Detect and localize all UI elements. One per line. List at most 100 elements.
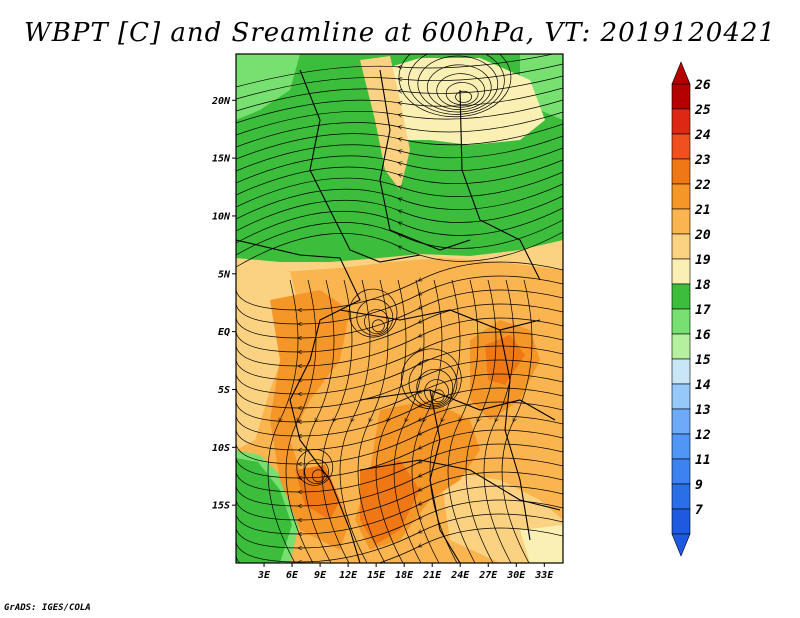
colorbar-label: 12	[695, 428, 711, 443]
field-lightgreen-ne	[520, 54, 563, 120]
streamline	[356, 298, 394, 336]
x-tick-label: 27E	[478, 570, 498, 581]
y-tick-label: EQ	[218, 327, 230, 338]
colorbar-label: 21	[694, 203, 711, 218]
grads-credit: GrADS: IGES/COLA	[4, 603, 91, 613]
colorbar-segment	[671, 333, 691, 360]
x-tick-label: 33E	[534, 570, 554, 581]
x-tick-label: 9E	[314, 570, 327, 581]
streamline	[416, 368, 454, 406]
x-tick-label: 24E	[450, 570, 470, 581]
streamlines	[236, 54, 563, 563]
streamline	[236, 87, 563, 124]
colorbar-segment	[671, 133, 691, 160]
colorbar-segment	[671, 183, 691, 210]
streamline	[236, 195, 563, 232]
streamline	[408, 54, 505, 115]
colorbar-label: 25	[694, 103, 711, 118]
streamline	[236, 147, 563, 184]
streamline	[304, 459, 329, 484]
y-tick-label: 15N	[212, 154, 231, 165]
streamline	[398, 54, 512, 118]
streamline	[364, 309, 389, 334]
x-tick-label: 12E	[339, 570, 358, 581]
colorbar-label: 11	[695, 453, 711, 468]
field-lightyellow-se	[520, 525, 563, 563]
y-tick-label: 5S	[218, 385, 230, 396]
field-yellow-north-pocket	[380, 58, 545, 145]
country-border-6	[359, 459, 561, 511]
streamline	[371, 319, 385, 333]
streamline	[236, 99, 563, 136]
colorbar-segment	[671, 358, 691, 385]
streamline	[411, 279, 443, 563]
colorbar-label: 24	[694, 128, 711, 143]
colorbar-segment	[671, 408, 691, 435]
streamline	[393, 279, 425, 563]
streamline	[445, 82, 479, 106]
colorbar-segment	[671, 483, 691, 510]
x-tick-label: 6E	[286, 570, 299, 581]
colorbar: 26 25 24 23 22 21 20 19 18 17 16 15 14 13 12 11 9 7	[671, 61, 711, 557]
streamline	[236, 219, 563, 256]
streamline	[236, 123, 563, 160]
streamline	[236, 75, 563, 112]
x-tick-label: 18E	[395, 570, 414, 581]
x-tick-label: 21E	[422, 570, 442, 581]
chart-title: WBPT [C] and Sreamline at 600hPa, VT: 20…	[24, 18, 776, 48]
streamline	[236, 54, 556, 88]
colorbar-label: 20	[694, 228, 711, 243]
field-lightgreen-nw	[236, 54, 300, 120]
streamline	[236, 207, 563, 244]
streamline	[236, 231, 563, 268]
country-border-4	[339, 309, 541, 331]
country-border-1	[299, 69, 421, 263]
colorbar-label: 13	[695, 403, 711, 418]
streamline	[483, 279, 515, 563]
streamline	[375, 279, 407, 563]
streamline	[236, 111, 563, 148]
streamline	[236, 183, 563, 220]
y-tick-label: 5N	[218, 269, 231, 280]
streamline	[267, 279, 299, 563]
streamline	[348, 288, 398, 338]
colorbar-segment	[671, 308, 691, 335]
streamline	[236, 135, 563, 172]
streamline	[296, 448, 334, 486]
colorbar-segment	[671, 158, 691, 185]
y-tick-label: 15S	[212, 501, 230, 512]
colorbar-segment	[671, 83, 691, 110]
streamline	[431, 389, 445, 403]
colorbar-label: 26	[694, 78, 711, 93]
x-axis-ticks: 3E 6E 9E 12E 15E 18E 21E 24E 27E 30E 33E	[257, 563, 554, 581]
streamline	[408, 358, 458, 408]
colorbar-segment	[671, 433, 691, 460]
country-border-3	[459, 89, 541, 281]
streamline	[465, 279, 497, 563]
colorbar-label: 9	[695, 478, 703, 493]
streamline	[339, 279, 371, 563]
colorbar-segment	[671, 258, 691, 285]
colorbar-label: 17	[695, 303, 711, 318]
country-border-2	[379, 69, 471, 251]
colorbar-label: 19	[695, 253, 711, 268]
country-border-8	[499, 329, 531, 541]
colorbar-segment	[671, 208, 691, 235]
field-green-sw	[236, 458, 292, 563]
country-border-7	[429, 389, 461, 563]
colorbar-segment	[671, 283, 691, 310]
streamline	[501, 279, 533, 563]
colorbar-segment	[671, 233, 691, 260]
streamline	[285, 279, 317, 563]
colorbar-extend-max	[671, 61, 691, 85]
field-yellow-north-edge	[360, 56, 410, 190]
x-tick-label: 30E	[506, 570, 526, 581]
x-tick-label: 3E	[257, 570, 271, 581]
streamline	[426, 64, 492, 110]
colorbar-extend-min	[671, 533, 691, 557]
streamline	[357, 279, 389, 563]
borders	[236, 69, 561, 563]
streamline	[236, 171, 563, 208]
colorbar-label: 14	[695, 378, 711, 393]
